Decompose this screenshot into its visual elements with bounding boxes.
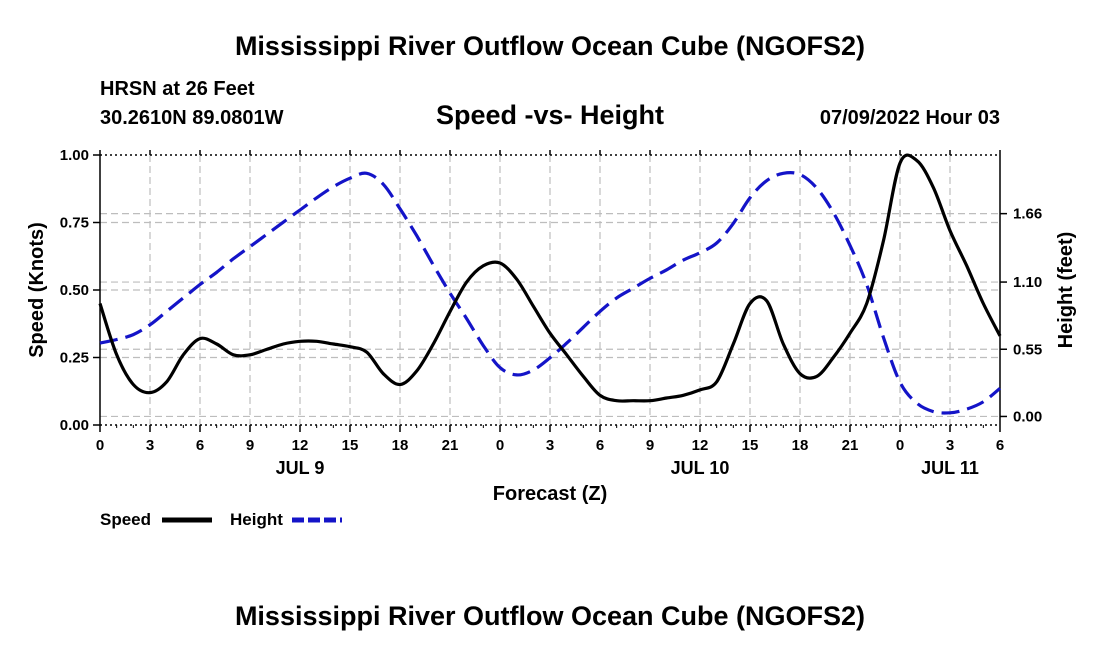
y-right-tick-label: 0.00 [1013, 408, 1042, 425]
y-axis-right-label: Height (feet) [1055, 232, 1077, 349]
location-label: 30.2610N 89.0801W [100, 107, 284, 129]
chart-title: Mississippi River Outflow Ocean Cube (NG… [235, 31, 865, 61]
legend-speed-label: Speed [100, 510, 151, 529]
x-tick-label: 21 [842, 437, 859, 454]
x-tick-label: 0 [96, 437, 104, 454]
x-tick-label: 18 [792, 437, 809, 454]
footer-title: Mississippi River Outflow Ocean Cube (NG… [235, 601, 865, 631]
y-left-tick-label: 0.75 [60, 215, 89, 232]
x-tick-label: 12 [292, 437, 309, 454]
legend: Speed Height [100, 510, 342, 529]
y-right-tick-label: 1.10 [1013, 274, 1042, 291]
x-tick-label: 15 [742, 437, 759, 454]
y-left-tick-label: 1.00 [60, 147, 89, 164]
series-line-speed [98, 153, 1002, 403]
x-tick-label: 18 [392, 437, 409, 454]
y-left-tick-label: 0.25 [60, 350, 89, 367]
x-tick-label: 6 [596, 437, 604, 454]
station-label: HRSN at 26 Feet [100, 78, 255, 100]
grid [100, 155, 1000, 425]
x-tick-label: 0 [896, 437, 904, 454]
x-tick-label: 12 [692, 437, 709, 454]
x-tick-label: 21 [442, 437, 459, 454]
y-right-tick-label: 1.66 [1013, 206, 1042, 223]
y-axis-left-label: Speed (Knots) [26, 222, 48, 358]
series-line-height [99, 171, 1002, 415]
x-tick-label: 3 [946, 437, 954, 454]
y-axis-right: 0.00 0.55 1.10 1.66 [1000, 206, 1042, 425]
x-tick-label: 0 [496, 437, 504, 454]
day-label: JUL 9 [276, 458, 325, 478]
x-tick-label: 9 [646, 437, 654, 454]
x-tick-label: 3 [146, 437, 154, 454]
chart-subtitle: Speed -vs- Height [436, 100, 664, 130]
y-axis-left: 0.00 0.25 0.50 0.75 1.00 [60, 147, 100, 434]
x-tick-label: 15 [342, 437, 359, 454]
y-left-tick-label: 0.00 [60, 417, 89, 434]
day-label: JUL 10 [671, 458, 730, 478]
x-axis: 0 3 6 9 12 15 18 21 0 3 6 9 12 15 18 21 0 3 6 JUL 9 JUL 10 JU… [96, 150, 1004, 478]
x-tick-label: 6 [996, 437, 1004, 454]
day-label: JUL 11 [921, 458, 979, 478]
series-group [98, 153, 1002, 415]
x-tick-label: 9 [246, 437, 254, 454]
y-left-tick-label: 0.50 [60, 282, 89, 299]
datetime-label: 07/09/2022 Hour 03 [820, 107, 1000, 129]
x-axis-label: Forecast (Z) [493, 483, 607, 505]
legend-height-label: Height [230, 510, 283, 529]
x-tick-label: 3 [546, 437, 554, 454]
y-right-tick-label: 0.55 [1013, 341, 1042, 358]
x-tick-label: 6 [196, 437, 204, 454]
